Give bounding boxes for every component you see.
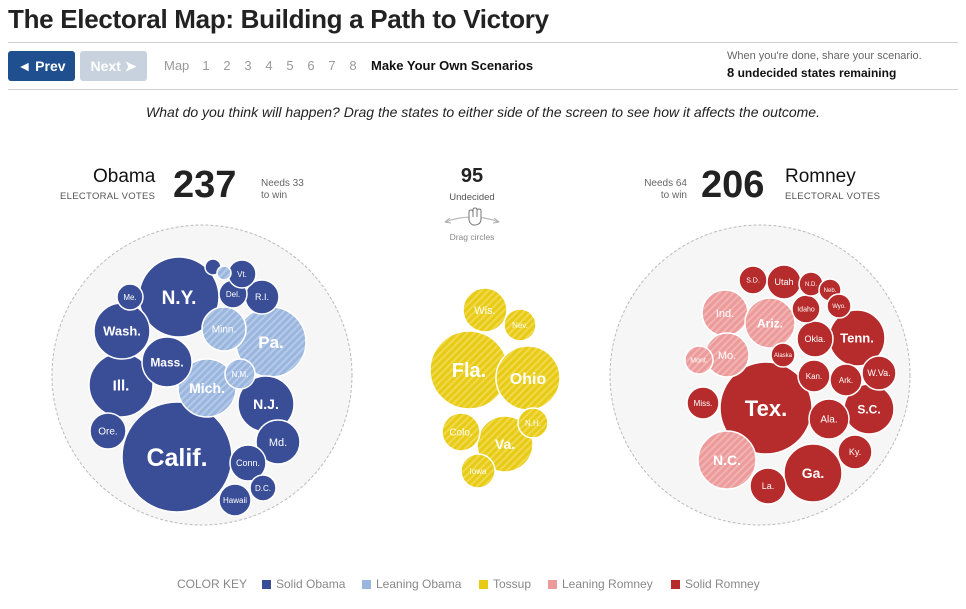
state-bubble-utah[interactable]	[766, 264, 802, 300]
nav-page-3[interactable]: 3	[244, 58, 252, 73]
color-key-title: COLOR KEY	[177, 577, 248, 591]
nav-scenarios-link[interactable]: Make Your Own Scenarios	[371, 58, 534, 73]
state-bubble-la[interactable]	[749, 467, 787, 505]
instruction-text: What do you think will happen? Drag the …	[146, 104, 820, 120]
state-bubble-wyo[interactable]	[826, 293, 852, 319]
nav-page-5[interactable]: 5	[286, 58, 294, 73]
drag-arrow-right-icon	[492, 217, 500, 224]
header-divider	[8, 42, 958, 43]
drag-arrow-left-icon	[444, 217, 452, 224]
state-bubble-mass[interactable]	[141, 336, 193, 388]
obama-needs-line2: to win	[261, 190, 288, 201]
remaining-status: 8 undecided states remaining	[727, 65, 896, 80]
state-bubble-ohio[interactable]	[495, 345, 561, 411]
romney-ev-label: ELECTORAL VOTES	[785, 191, 881, 202]
nav-page-1[interactable]: 1	[202, 58, 210, 73]
state-bubble-nev[interactable]	[503, 308, 537, 342]
swatch-solid-obama	[262, 580, 271, 589]
swatch-leaning-romney	[548, 580, 557, 589]
key-leaning-romney: Leaning Romney	[562, 577, 653, 591]
state-bubble-ind[interactable]	[701, 289, 749, 337]
undecided-label: Undecided	[449, 192, 495, 203]
share-text: When you're done, share your scenario.	[727, 50, 922, 62]
state-bubble-ark[interactable]	[829, 363, 863, 397]
drag-circles-label: Drag circles	[449, 232, 495, 242]
obama-ev-label: ELECTORAL VOTES	[60, 191, 156, 202]
state-bubble-wash[interactable]	[93, 302, 151, 360]
state-bubble-okla[interactable]	[796, 320, 834, 358]
nav-page-6[interactable]: 6	[307, 58, 315, 73]
hand-icon	[468, 207, 482, 226]
nav-map-link[interactable]: Map	[164, 58, 190, 73]
state-bubbles: Calif.N.Y.Ill.Pa.Mich.N.J.Wash.Mass.Minn…	[88, 256, 897, 517]
nav-page-7[interactable]: 7	[328, 58, 336, 73]
state-bubble-calif[interactable]	[121, 401, 233, 513]
state-bubble-kan[interactable]	[797, 359, 831, 393]
next-button[interactable]: Next ➤	[80, 51, 147, 81]
nav-divider	[8, 89, 958, 90]
key-solid-obama: Solid Obama	[276, 577, 346, 591]
state-bubble-colo[interactable]	[441, 412, 481, 452]
state-bubble-me[interactable]	[116, 283, 144, 311]
key-solid-romney: Solid Romney	[685, 577, 760, 591]
nav-page-8[interactable]: 8	[349, 58, 357, 73]
state-bubble-miss[interactable]	[686, 386, 720, 420]
obama-needs-line1: Needs 33	[261, 178, 304, 189]
state-bubble-ore[interactable]	[89, 412, 127, 450]
undecided-count: 95	[460, 165, 484, 187]
romney-needs-line1: Needs 64	[644, 178, 687, 189]
state-bubble-mont[interactable]	[684, 345, 714, 375]
romney-needs: Needs 64 to win	[640, 178, 687, 202]
prev-button[interactable]: ◄ Prev	[8, 51, 75, 81]
state-bubble-ga[interactable]	[783, 443, 843, 503]
obama-ev-count: 237	[173, 164, 237, 206]
page-title: The Electoral Map: Building a Path to Vi…	[8, 4, 549, 34]
nav-page-4[interactable]: 4	[265, 58, 273, 73]
state-bubble-md[interactable]	[255, 419, 301, 465]
state-bubble-w-va[interactable]	[861, 355, 897, 391]
state-bubble-ky[interactable]	[837, 434, 873, 470]
obama-needs: Needs 33 to win	[261, 178, 304, 202]
state-bubble-unlabeled-20[interactable]	[216, 265, 232, 281]
state-bubble-idaho[interactable]	[791, 294, 821, 324]
nav-page-2[interactable]: 2	[223, 58, 231, 73]
state-bubble-minn[interactable]	[201, 306, 247, 352]
romney-ev-count: 206	[701, 164, 765, 206]
obama-name: Obama	[93, 166, 156, 187]
swatch-solid-romney	[671, 580, 680, 589]
state-bubble-iowa[interactable]	[460, 453, 496, 489]
remaining-count: 8	[727, 65, 735, 80]
remaining-text: undecided states remaining	[737, 66, 897, 80]
key-tossup: Tossup	[493, 577, 532, 591]
state-bubble-n-c[interactable]	[697, 430, 757, 490]
state-bubble-n-m[interactable]	[224, 358, 256, 390]
state-bubble-conn[interactable]	[229, 444, 267, 482]
swatch-leaning-obama	[362, 580, 371, 589]
romney-name: Romney	[785, 166, 856, 187]
state-bubble-vt[interactable]	[227, 259, 257, 289]
state-bubble-wis[interactable]	[462, 287, 508, 333]
swatch-tossup	[479, 580, 488, 589]
state-bubble-n-h[interactable]	[517, 407, 549, 439]
state-bubble-ala[interactable]	[808, 398, 850, 440]
state-bubble-alaska[interactable]	[770, 342, 796, 368]
state-bubble-s-d[interactable]	[738, 265, 768, 295]
state-bubble-d-c[interactable]	[249, 474, 277, 502]
state-bubble-hawaii[interactable]	[218, 483, 252, 517]
key-leaning-obama: Leaning Obama	[376, 577, 462, 591]
romney-needs-line2: to win	[660, 190, 687, 201]
state-bubble-ariz[interactable]	[744, 297, 796, 349]
